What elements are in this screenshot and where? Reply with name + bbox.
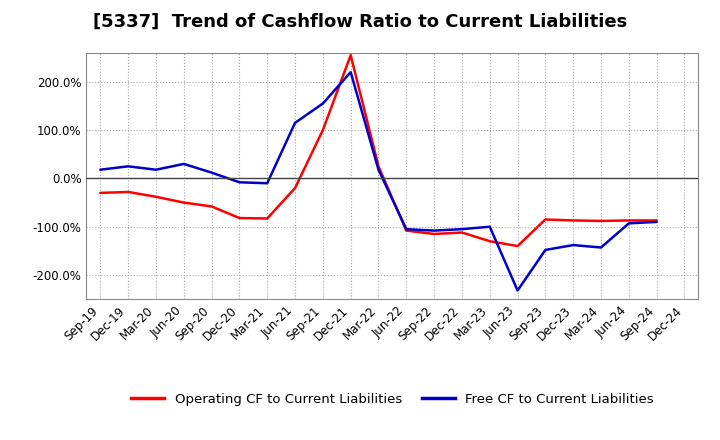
Legend: Operating CF to Current Liabilities, Free CF to Current Liabilities: Operating CF to Current Liabilities, Fre… <box>126 387 659 411</box>
Text: [5337]  Trend of Cashflow Ratio to Current Liabilities: [5337] Trend of Cashflow Ratio to Curren… <box>93 13 627 31</box>
